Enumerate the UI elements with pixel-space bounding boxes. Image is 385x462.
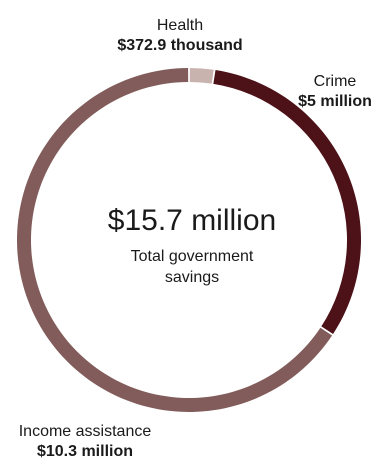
slice-value-health: $372.9 thousand bbox=[117, 37, 243, 54]
slice-health bbox=[189, 68, 214, 84]
slice-label-crime: Crime $5 million bbox=[285, 72, 385, 112]
slice-value-income-assistance: $10.3 million bbox=[36, 443, 134, 460]
total-savings-value: $15.7 million bbox=[107, 204, 277, 237]
slice-value-crime: $5 million bbox=[298, 93, 372, 110]
slice-income-assistance bbox=[16, 68, 333, 413]
slice-name-income-assistance: Income assistance bbox=[18, 423, 152, 440]
slice-crime bbox=[213, 70, 362, 334]
slice-label-health: Health $372.9 thousand bbox=[80, 16, 280, 56]
donut-slices bbox=[16, 68, 362, 413]
slice-name-health: Health bbox=[156, 17, 204, 34]
slice-name-crime: Crime bbox=[313, 73, 357, 90]
total-savings-caption: Total government savings bbox=[130, 248, 254, 286]
slice-label-income-assistance: Income assistance $10.3 million bbox=[0, 422, 170, 462]
